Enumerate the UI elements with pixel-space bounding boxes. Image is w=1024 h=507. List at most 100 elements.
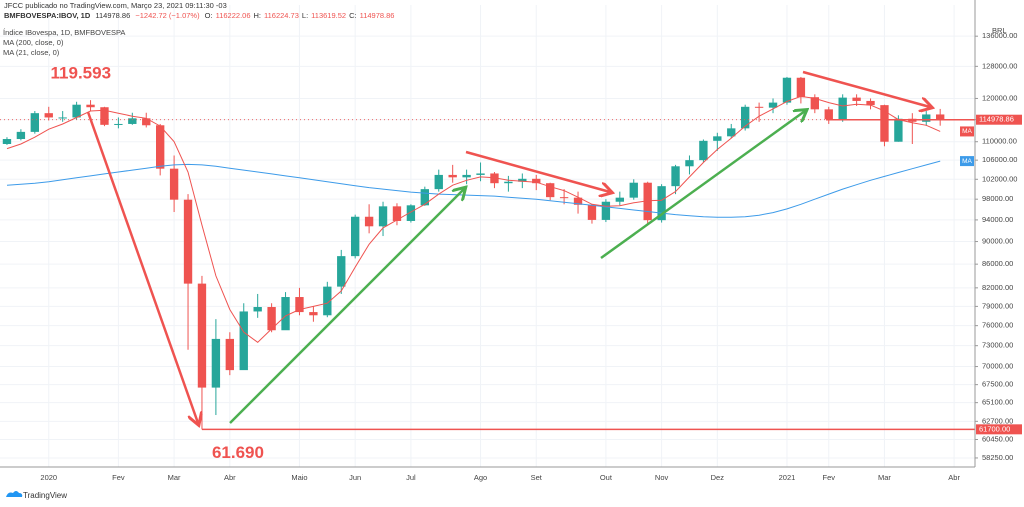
annotation: 61.690 <box>212 443 264 462</box>
candle-body <box>573 197 583 205</box>
candle-body <box>587 204 597 220</box>
candle-body <box>629 182 638 198</box>
x-tick-label: Jun <box>349 473 361 482</box>
candle-body <box>922 114 931 122</box>
candle-body <box>559 197 569 199</box>
y-tick-label: 120000.00 <box>982 93 1017 102</box>
candle-body <box>657 186 666 221</box>
candle-body <box>364 216 374 227</box>
candle-body <box>490 173 499 184</box>
ohlc-key: L: <box>301 11 309 20</box>
candle-body <box>810 97 819 110</box>
candle-body <box>671 166 680 187</box>
candle-body <box>476 173 485 175</box>
candle-body <box>44 113 53 118</box>
y-tick-label: 86000.00 <box>982 259 1013 268</box>
x-tick-label: Ago <box>474 473 487 482</box>
change: −1242.72 (−1.07%) <box>135 11 200 20</box>
annotation: 119.593 <box>51 64 112 83</box>
symbol-line: BMFBOVESPA:IBOV, 1D 114978.86 −1242.72 (… <box>4 11 400 21</box>
candle-body <box>504 181 513 184</box>
candle-body <box>267 307 276 331</box>
price-badge <box>976 424 1022 435</box>
x-tick-label: Set <box>531 473 543 482</box>
x-tick-label: 2021 <box>779 473 796 482</box>
publisher: JFCC publicado no TradingView.com, Março… <box>4 1 227 10</box>
candle-body <box>741 106 750 129</box>
ma-badge <box>960 126 974 137</box>
candle-body <box>866 100 875 106</box>
plot <box>0 76 975 431</box>
candle-body <box>295 297 304 313</box>
y-tick-label: 82000.00 <box>982 283 1013 292</box>
legend-entry: MA (21, close, 0) <box>3 48 60 57</box>
candle-body <box>30 113 39 132</box>
ohlc-value: 113619.52 <box>311 11 347 20</box>
x-tick-label: Out <box>600 473 613 482</box>
candle-body <box>156 125 165 169</box>
y-tick-label: 70000.00 <box>982 362 1013 371</box>
candle-body <box>406 205 416 221</box>
trend-arrow <box>229 189 464 424</box>
candle-body <box>420 189 429 206</box>
candle-body <box>169 168 179 200</box>
x-tick-label: Mar <box>878 473 891 482</box>
candle-body <box>546 183 555 198</box>
y-tick-label: 98000.00 <box>982 194 1013 203</box>
y-tick-label: 110000.00 <box>982 137 1017 146</box>
y-tick-label: 60450.00 <box>982 434 1013 443</box>
candle-body <box>128 118 137 124</box>
trend-arrow <box>86 111 198 423</box>
candle-body <box>211 338 221 388</box>
trend-arrow <box>600 111 805 260</box>
brand: TradingView <box>6 491 67 500</box>
trend-arrow <box>802 70 930 107</box>
legend-entry: MA (200, close, 0) <box>3 38 64 47</box>
candle-body <box>351 216 360 257</box>
axes: 58250.00 60450.00 62700.00 65100.00 67500.00… <box>0 0 1022 482</box>
candle-body <box>448 174 457 178</box>
candle-body <box>281 297 290 331</box>
candle-body <box>518 178 527 182</box>
trend-arrow <box>465 150 610 192</box>
x-tick-label: Fev <box>822 473 835 482</box>
candle-body <box>323 286 332 316</box>
y-tick-label: 76000.00 <box>982 321 1013 330</box>
y-tick-label: 94000.00 <box>982 215 1013 224</box>
candle-body <box>462 174 471 178</box>
y-tick-label: 58250.00 <box>982 453 1013 462</box>
candle-body <box>852 97 861 101</box>
ma-line <box>6 160 941 218</box>
candle-body <box>392 206 402 221</box>
candle-body <box>838 97 847 120</box>
symbol: BMFBOVESPA:IBOV, 1D <box>4 11 91 20</box>
x-tick-label: Abr <box>224 473 236 482</box>
candle-body <box>86 104 95 108</box>
price-badge-label: 61700.00 <box>979 424 1010 433</box>
candle-body <box>532 178 541 184</box>
y-tick-label: 90000.00 <box>982 237 1013 246</box>
candle-body <box>615 197 624 202</box>
ohlc-value: 116224.73 <box>264 11 299 20</box>
candle-body <box>114 123 123 125</box>
candle-body <box>936 114 945 120</box>
candle-body <box>239 311 248 371</box>
y-tick-label: 65100.00 <box>982 398 1013 407</box>
candle-body <box>2 139 12 144</box>
candle-body <box>685 160 694 167</box>
y-tick-label: 102000.00 <box>982 174 1017 183</box>
x-tick-label: Nov <box>655 473 669 482</box>
x-tick-label: Maio <box>291 473 307 482</box>
x-tick-label: Dez <box>711 473 725 482</box>
ma-badge-label: MA <box>962 128 972 135</box>
candle-body <box>100 107 109 125</box>
candle-body <box>880 105 889 142</box>
candle-body <box>699 140 708 161</box>
candle-body <box>713 136 722 141</box>
y-tick-label: 79000.00 <box>982 301 1013 310</box>
ohlc-key: C: <box>349 11 357 20</box>
candle-body <box>142 118 151 126</box>
trend-arrows <box>86 70 930 424</box>
